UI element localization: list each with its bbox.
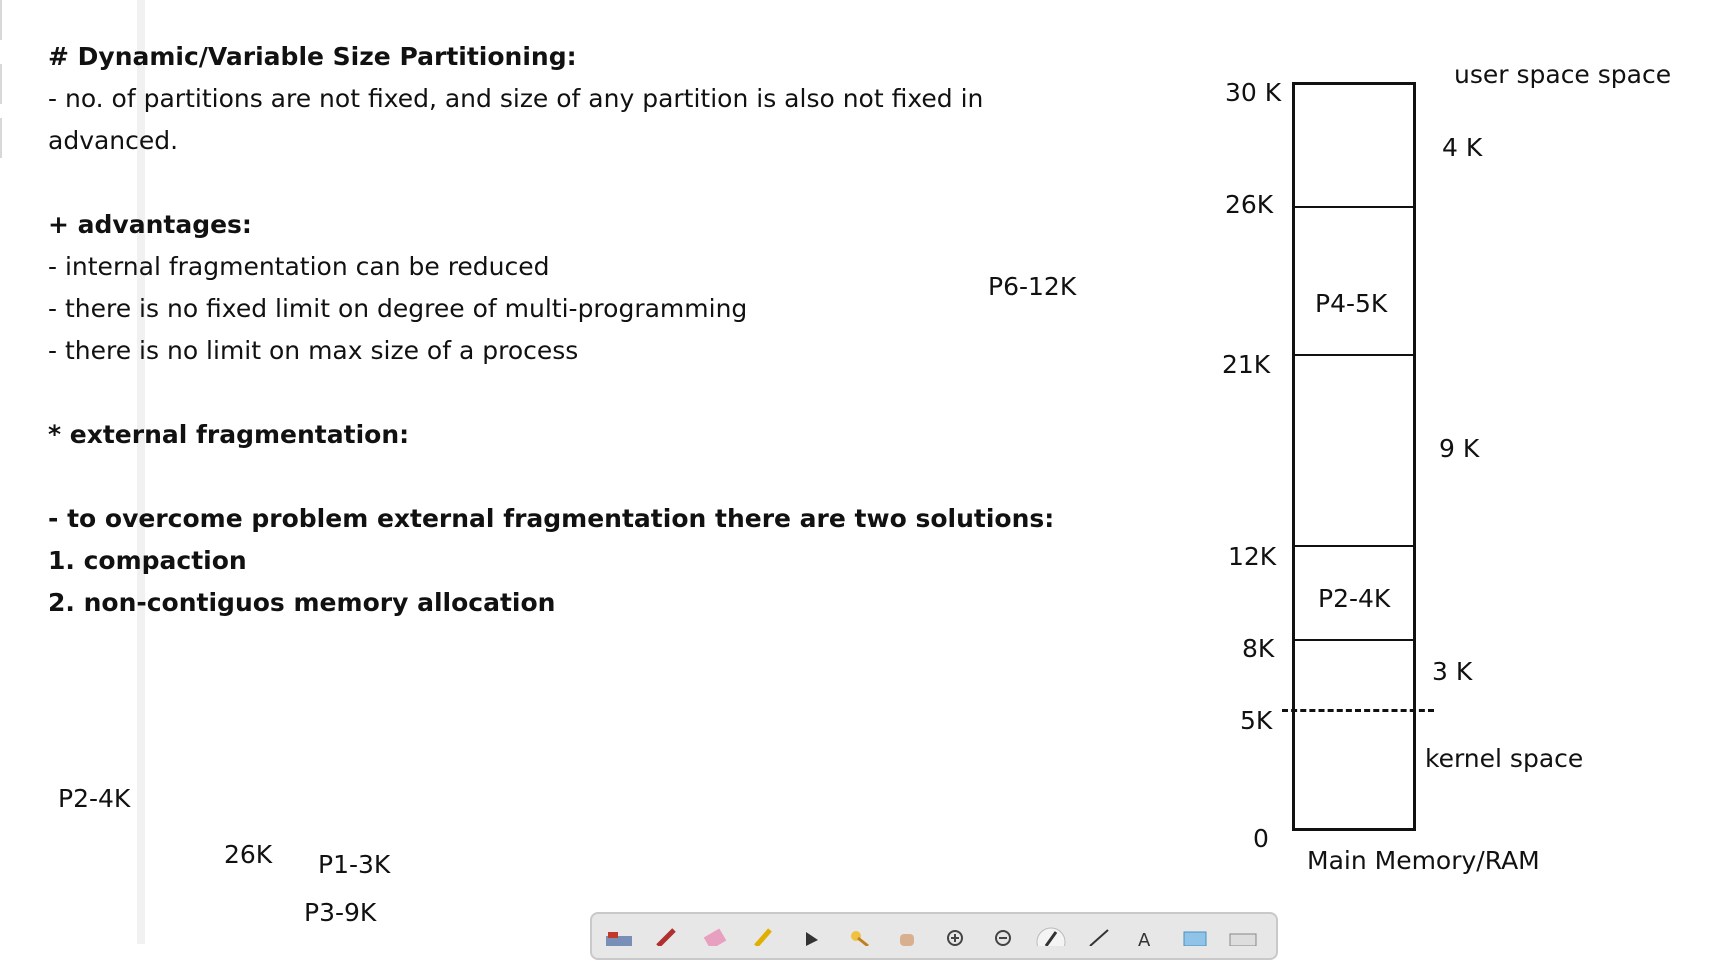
advantages-heading: + advantages: <box>48 210 252 239</box>
memory-diagram-box <box>1292 82 1416 831</box>
address-label: 21K <box>1222 350 1271 379</box>
user-space-label: user space space <box>1454 60 1672 89</box>
size-label-26k: 26K <box>224 840 273 869</box>
line-icon[interactable] <box>1084 926 1114 946</box>
keyboard-icon[interactable] <box>1228 926 1258 946</box>
free-size-label: 4 K <box>1442 133 1483 162</box>
address-label: 8K <box>1242 634 1275 663</box>
text-icon[interactable]: A <box>1132 926 1162 946</box>
pen-icon[interactable] <box>652 926 682 946</box>
definition-line-2: advanced. <box>48 126 179 155</box>
partition-line <box>1292 206 1416 208</box>
edge-mark <box>0 64 2 104</box>
block-label-p4: P4-5K <box>1315 289 1388 318</box>
zoom-in-icon[interactable] <box>940 926 970 946</box>
svg-text:A: A <box>1138 930 1151 946</box>
advantage-item: - internal fragmentation can be reduced <box>48 252 550 281</box>
partition-line <box>1292 354 1416 356</box>
partition-line <box>1292 545 1416 547</box>
laser-icon[interactable] <box>844 926 874 946</box>
definition-line-1: - no. of partitions are not fixed, and s… <box>48 84 984 113</box>
block-label-p2: P2-4K <box>1318 584 1391 613</box>
edge-mark <box>0 0 2 40</box>
section-heading: # Dynamic/Variable Size Partitioning: <box>48 42 577 71</box>
solution-item: 1. compaction <box>48 546 247 575</box>
address-label: 12K <box>1228 542 1277 571</box>
external-fragmentation-heading: * external fragmentation: <box>48 420 410 449</box>
highlighter-icon[interactable] <box>748 926 778 946</box>
address-label: 30 K <box>1225 78 1282 107</box>
process-label-p6: P6-12K <box>988 272 1077 301</box>
partition-line <box>1292 639 1416 641</box>
memory-title: Main Memory/RAM <box>1307 846 1540 875</box>
page-gutter <box>137 0 145 944</box>
process-label-p2: P2-4K <box>58 784 131 813</box>
left-edge <box>0 0 6 944</box>
eraser-icon[interactable] <box>700 926 730 946</box>
pointer-icon[interactable] <box>796 926 826 946</box>
kernel-boundary-line <box>1282 709 1434 712</box>
zoom-out-icon[interactable] <box>988 926 1018 946</box>
advantage-item: - there is no fixed limit on degree of m… <box>48 294 748 323</box>
kernel-space-label: kernel space <box>1425 744 1584 773</box>
process-label-p1: P1-3K <box>318 850 391 879</box>
brush-icon[interactable] <box>1036 926 1066 946</box>
free-size-label: 3 K <box>1432 657 1473 686</box>
address-label: 0 <box>1253 824 1269 853</box>
free-size-label: 9 K <box>1439 434 1480 463</box>
process-label-p3: P3-9K <box>304 898 377 927</box>
drawing-toolbar: A <box>590 912 1278 960</box>
select-icon[interactable] <box>1180 926 1210 946</box>
solution-item: 2. non-contiguos memory allocation <box>48 588 556 617</box>
solution-intro: - to overcome problem external fragmenta… <box>48 504 1055 533</box>
advantage-item: - there is no limit on max size of a pro… <box>48 336 579 365</box>
hand-icon[interactable] <box>892 926 922 946</box>
address-label: 5K <box>1240 706 1273 735</box>
address-label: 26K <box>1225 190 1274 219</box>
ruler-icon[interactable] <box>604 926 634 946</box>
edge-mark <box>0 118 2 158</box>
